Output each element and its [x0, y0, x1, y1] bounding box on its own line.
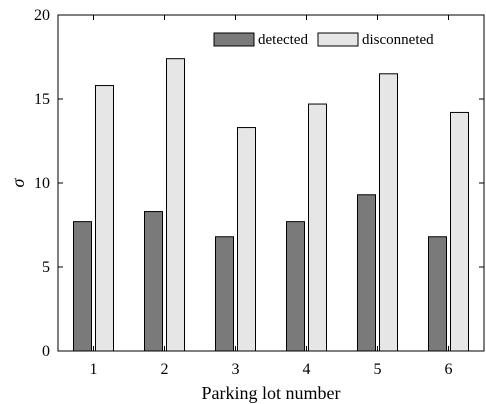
bar-detected-3 [215, 236, 234, 352]
axes-layer: 0 5 10 15 20 1 2 3 4 5 6 [34, 7, 485, 378]
legend-label-detected: detected [258, 32, 308, 48]
y-tick-label: 20 [34, 7, 50, 24]
x-tick-label: 2 [161, 361, 169, 378]
y-tick-label: 10 [34, 175, 50, 192]
legend-swatch-disconneted [317, 32, 359, 47]
y-tick-label: 5 [42, 259, 50, 276]
bar-disconneted-4 [308, 103, 327, 352]
plot-frame [57, 14, 485, 352]
bar-disconneted-5 [379, 73, 398, 352]
x-tick-label: 6 [445, 361, 453, 378]
x-axis-label: Parking lot number [202, 383, 341, 403]
bar-detected-6 [428, 236, 447, 352]
x-tick-label: 3 [232, 361, 240, 378]
bar-detected-2 [144, 211, 163, 352]
bar-disconneted-6 [450, 111, 469, 352]
bar-disconneted-3 [237, 127, 256, 352]
x-tick-label: 4 [303, 361, 311, 378]
x-tick-label: 1 [90, 361, 98, 378]
bar-detected-1 [73, 221, 92, 352]
legend: detected disconneted [213, 32, 434, 48]
bar-disconneted-1 [95, 85, 114, 352]
y-tick-label: 15 [34, 91, 50, 108]
bars-layer [73, 58, 469, 352]
bar-detected-4 [286, 221, 305, 352]
y-tick-label: 0 [42, 343, 50, 360]
bar-detected-5 [357, 194, 376, 352]
legend-label-disconneted: disconneted [362, 32, 434, 48]
y-axis-label: σ [8, 177, 28, 187]
x-tick-label: 5 [374, 361, 382, 378]
bar-disconneted-2 [166, 58, 185, 352]
legend-swatch-detected [213, 32, 255, 47]
